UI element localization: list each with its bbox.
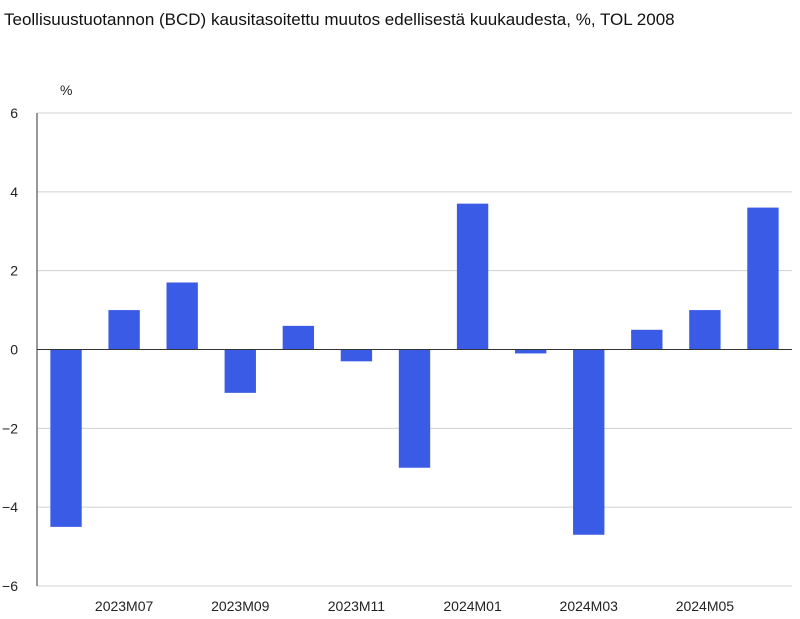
x-tick-label: 2024M01 <box>443 598 502 614</box>
bar <box>224 349 256 393</box>
y-tick-label: 0 <box>10 342 18 358</box>
bar <box>631 329 663 350</box>
axes <box>36 113 792 586</box>
bar <box>398 349 431 468</box>
gridlines <box>37 112 792 587</box>
y-tick-label: −2 <box>2 420 18 436</box>
bar <box>747 207 779 350</box>
bar <box>573 349 605 535</box>
y-tick-label: 4 <box>10 184 18 200</box>
bar <box>282 325 315 350</box>
bar <box>340 349 373 362</box>
x-tick-label: 2023M07 <box>95 598 154 614</box>
bar <box>166 282 198 350</box>
x-tick-label: 2023M11 <box>328 598 386 614</box>
bar <box>108 310 140 350</box>
y-tick-label: 2 <box>10 263 18 279</box>
tick-labels: 6 4 2 0 −2 −4 −6 2023M07 2023M09 2023M11 2024M01 20… <box>2 105 734 614</box>
bar <box>50 349 82 527</box>
x-tick-label: 2024M03 <box>560 598 619 614</box>
chart-title: Teollisuustuotannon (BCD) kausitasoitett… <box>4 10 675 29</box>
bar <box>514 349 547 354</box>
bars <box>50 203 779 535</box>
x-tick-label: 2023M09 <box>211 598 270 614</box>
y-tick-label: 6 <box>10 105 18 121</box>
y-tick-label: −4 <box>2 499 18 515</box>
x-tick-label: 2024M05 <box>676 598 735 614</box>
y-tick-label: −6 <box>2 578 18 594</box>
y-axis-unit-label: % <box>60 82 73 98</box>
bar <box>456 203 489 350</box>
bar <box>689 310 721 350</box>
